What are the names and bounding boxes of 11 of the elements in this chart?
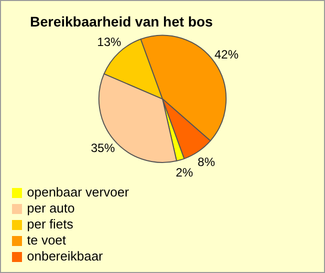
data-label: 35% [90, 140, 116, 155]
legend-label: openbaar vervoer [27, 184, 130, 200]
data-label: 8% [198, 155, 216, 170]
data-label: 13% [97, 34, 122, 49]
data-label: 42% [214, 47, 239, 62]
legend-label: per auto [27, 200, 75, 216]
chart-title: Bereikbaarheid van het bos [30, 13, 214, 30]
data-label: 2% [176, 166, 194, 180]
legend-label: te voet [27, 232, 66, 248]
legend-label: per fiets [27, 216, 74, 232]
legend-label: onbereikbaar [27, 248, 104, 264]
